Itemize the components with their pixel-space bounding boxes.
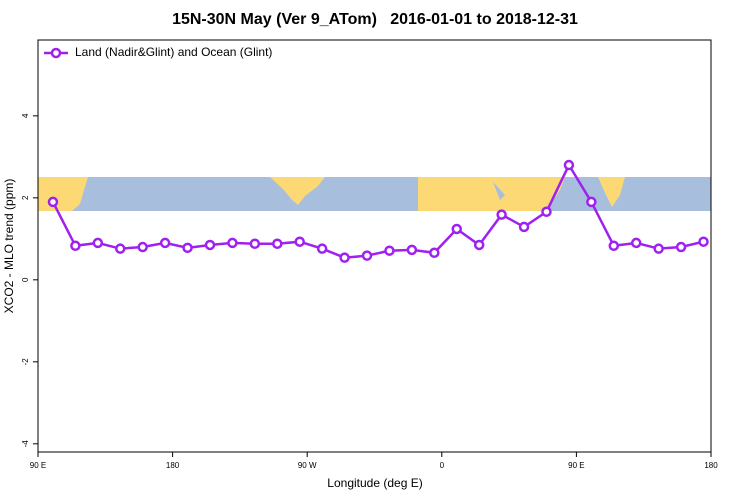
y-tick-label: 2	[21, 195, 30, 200]
point	[70, 240, 81, 252]
point	[339, 252, 350, 263]
point	[496, 209, 507, 220]
y-tick-label: -4	[21, 440, 30, 448]
x-axis-label: Longitude (deg E)	[327, 476, 422, 490]
point	[698, 236, 709, 247]
point	[451, 223, 463, 235]
point	[47, 196, 59, 208]
x-tick-label: 90 E	[568, 461, 584, 470]
y-tick-label: 4	[21, 113, 30, 118]
point	[586, 196, 597, 208]
x-tick-label: 0	[440, 461, 445, 470]
point	[429, 247, 440, 259]
y-tick-label: 0	[21, 277, 30, 282]
point	[406, 244, 418, 256]
point	[541, 206, 552, 218]
point	[563, 159, 575, 171]
map-band	[38, 177, 711, 211]
point	[361, 250, 373, 261]
point	[182, 242, 193, 254]
point	[608, 240, 620, 252]
point	[137, 241, 148, 253]
x-tick-label: 180	[704, 461, 718, 470]
point	[653, 243, 664, 254]
point	[630, 237, 642, 249]
point	[227, 237, 238, 249]
x-tick-label: 180	[166, 461, 180, 470]
point	[316, 243, 328, 254]
x-tick-label: 90 E	[30, 461, 46, 470]
point	[272, 238, 283, 249]
point	[115, 243, 126, 254]
point	[294, 236, 305, 247]
legend-label: Land (Nadir&Glint) and Ocean (Glint)	[75, 45, 272, 59]
point	[675, 241, 687, 253]
point	[473, 239, 485, 251]
plot-frame	[37, 39, 712, 453]
point	[518, 221, 530, 233]
y-tick-label: -2	[21, 358, 30, 366]
point	[384, 245, 395, 256]
y-axis-label: XCO2 - MLO trend (ppm)	[2, 179, 16, 314]
legend-marker	[50, 47, 62, 59]
point	[92, 237, 104, 249]
x-tick-label: 90 W	[298, 461, 317, 470]
chart-title: 15N-30N May (Ver 9_ATom) 2016-01-01 to 2…	[172, 11, 578, 28]
point	[249, 238, 261, 249]
point	[159, 237, 171, 249]
point	[204, 239, 216, 251]
